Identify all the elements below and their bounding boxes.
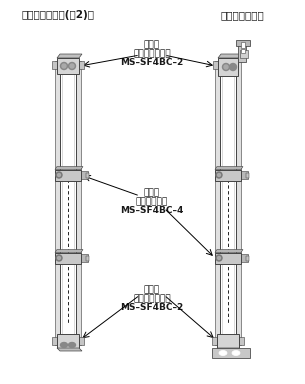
Polygon shape — [218, 54, 241, 58]
Circle shape — [226, 326, 230, 330]
FancyBboxPatch shape — [215, 61, 220, 345]
Polygon shape — [215, 250, 243, 253]
FancyBboxPatch shape — [246, 256, 249, 261]
Text: 中間支撑支架: 中間支撑支架 — [136, 197, 168, 206]
Polygon shape — [55, 167, 83, 169]
Circle shape — [62, 64, 66, 68]
Circle shape — [60, 63, 67, 70]
Circle shape — [56, 172, 62, 178]
Circle shape — [226, 139, 230, 143]
FancyBboxPatch shape — [86, 256, 89, 261]
Circle shape — [66, 336, 70, 340]
Circle shape — [226, 123, 230, 127]
FancyBboxPatch shape — [218, 58, 238, 76]
Text: 背面用: 背面用 — [144, 285, 160, 294]
Circle shape — [66, 74, 70, 78]
Circle shape — [224, 65, 228, 69]
Text: MS–SF4BC–4: MS–SF4BC–4 — [120, 206, 184, 215]
Circle shape — [226, 74, 230, 78]
FancyBboxPatch shape — [212, 348, 250, 358]
Circle shape — [70, 64, 74, 68]
Ellipse shape — [69, 343, 76, 348]
Circle shape — [66, 326, 70, 330]
Text: 《標準安裝時》: 《標準安裝時》 — [220, 10, 264, 20]
FancyBboxPatch shape — [240, 50, 248, 58]
FancyBboxPatch shape — [57, 58, 79, 74]
FancyBboxPatch shape — [241, 42, 245, 48]
Polygon shape — [57, 348, 82, 351]
FancyBboxPatch shape — [241, 49, 245, 53]
FancyBboxPatch shape — [55, 61, 60, 345]
FancyBboxPatch shape — [86, 173, 89, 178]
FancyBboxPatch shape — [55, 253, 81, 263]
FancyBboxPatch shape — [215, 253, 241, 263]
FancyBboxPatch shape — [81, 171, 88, 179]
FancyBboxPatch shape — [215, 169, 241, 180]
Polygon shape — [217, 348, 242, 351]
Text: 背面用: 背面用 — [144, 40, 160, 49]
Ellipse shape — [232, 351, 240, 356]
FancyBboxPatch shape — [238, 44, 246, 62]
FancyBboxPatch shape — [217, 334, 239, 348]
Circle shape — [226, 91, 230, 94]
Polygon shape — [215, 167, 243, 169]
FancyBboxPatch shape — [81, 254, 88, 262]
Text: 多功能: 多功能 — [144, 188, 160, 197]
Circle shape — [217, 257, 221, 260]
Circle shape — [58, 174, 60, 177]
Circle shape — [66, 123, 70, 127]
Polygon shape — [57, 54, 82, 58]
FancyBboxPatch shape — [55, 169, 81, 180]
Circle shape — [229, 63, 236, 71]
FancyBboxPatch shape — [241, 171, 248, 179]
Circle shape — [58, 257, 60, 260]
Circle shape — [66, 156, 70, 159]
FancyBboxPatch shape — [246, 173, 249, 178]
FancyBboxPatch shape — [79, 337, 84, 345]
FancyBboxPatch shape — [241, 254, 248, 262]
FancyBboxPatch shape — [57, 334, 79, 348]
Circle shape — [217, 174, 221, 177]
Circle shape — [66, 91, 70, 94]
FancyBboxPatch shape — [236, 61, 241, 345]
Text: 多功能安裝支架: 多功能安裝支架 — [133, 49, 171, 58]
FancyBboxPatch shape — [52, 61, 57, 69]
Ellipse shape — [219, 351, 227, 356]
Circle shape — [69, 63, 76, 70]
Circle shape — [226, 172, 230, 176]
Circle shape — [216, 255, 222, 261]
Circle shape — [66, 139, 70, 143]
Polygon shape — [55, 250, 83, 253]
Text: 多功能安裝支架: 多功能安裝支架 — [133, 294, 171, 303]
Text: MS–SF4BC–2: MS–SF4BC–2 — [120, 58, 184, 67]
Circle shape — [66, 172, 70, 176]
FancyBboxPatch shape — [236, 40, 250, 46]
FancyBboxPatch shape — [52, 337, 57, 345]
Circle shape — [66, 107, 70, 111]
Circle shape — [223, 63, 229, 71]
FancyBboxPatch shape — [220, 58, 236, 348]
FancyBboxPatch shape — [239, 337, 244, 345]
Circle shape — [226, 107, 230, 111]
Circle shape — [226, 336, 230, 340]
FancyBboxPatch shape — [79, 61, 84, 69]
Circle shape — [56, 255, 62, 261]
FancyBboxPatch shape — [212, 337, 217, 345]
FancyBboxPatch shape — [76, 61, 81, 345]
Ellipse shape — [60, 343, 67, 348]
FancyBboxPatch shape — [213, 61, 218, 69]
FancyBboxPatch shape — [60, 58, 76, 348]
Text: 《省空間安裝時(註2)》: 《省空間安裝時(註2)》 — [21, 10, 95, 20]
Text: MS–SF4BC–2: MS–SF4BC–2 — [120, 303, 184, 312]
Circle shape — [226, 156, 230, 159]
Circle shape — [216, 172, 222, 178]
